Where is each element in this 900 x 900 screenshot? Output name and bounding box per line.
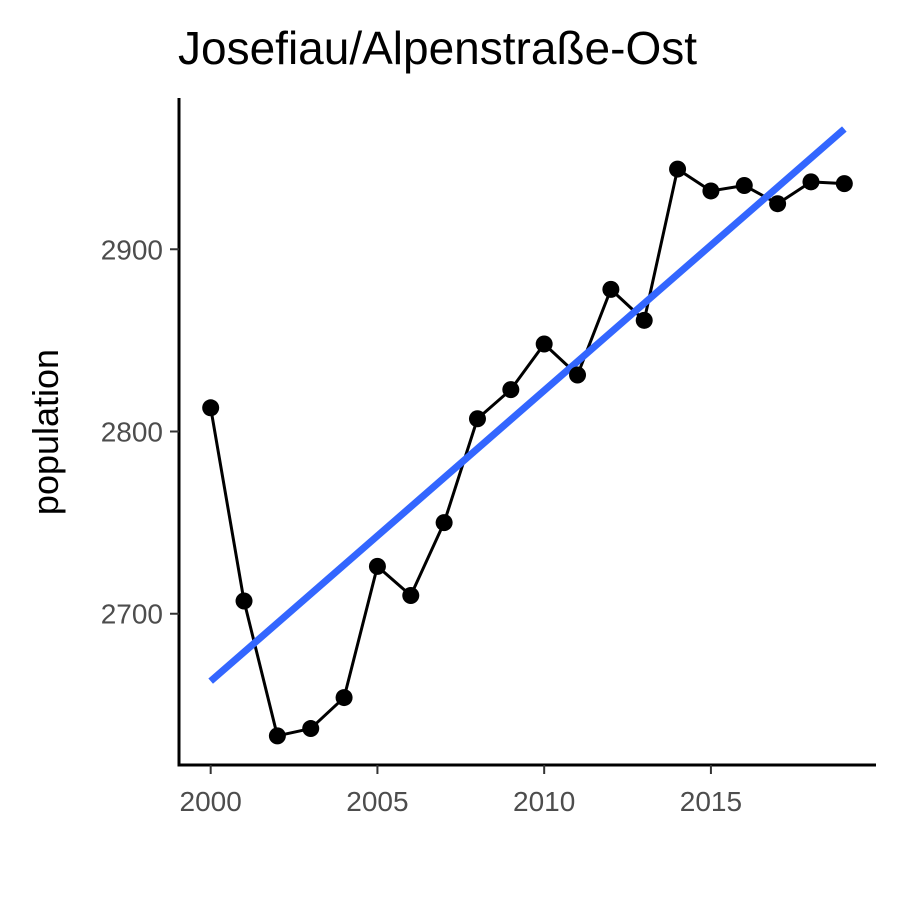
data-point	[569, 366, 587, 384]
data-point	[402, 587, 420, 605]
data-point	[635, 311, 653, 329]
data-point	[769, 195, 787, 213]
data-point	[735, 176, 753, 194]
x-tick-label: 2000	[180, 786, 242, 817]
data-point	[702, 182, 720, 200]
data-point	[335, 689, 353, 707]
series-layer	[209, 167, 845, 738]
trend-layer	[208, 126, 847, 684]
data-point	[202, 399, 220, 417]
y-axis-label: population	[25, 349, 66, 515]
data-point	[435, 514, 453, 532]
points-layer	[202, 160, 853, 745]
x-tick-label: 2010	[513, 786, 575, 817]
data-point	[669, 160, 687, 178]
data-point	[235, 592, 253, 610]
ticks: 2000 2005 2010 2015 2700 2800 2900	[101, 234, 742, 817]
data-point	[602, 280, 620, 298]
data-point	[535, 335, 553, 353]
data-point	[502, 381, 520, 399]
population-line	[209, 167, 845, 738]
y-tick-label: 2700	[101, 599, 163, 630]
data-point	[835, 175, 853, 193]
data-point	[302, 720, 320, 738]
x-tick-label: 2005	[346, 786, 408, 817]
data-point	[368, 557, 386, 575]
data-point	[268, 727, 286, 745]
trend-line	[208, 126, 847, 684]
data-point	[468, 410, 486, 428]
x-tick-label: 2015	[680, 786, 742, 817]
data-point	[802, 173, 820, 191]
y-tick-label: 2800	[101, 417, 163, 448]
chart-title: Josefiau/Alpenstraße-Ost	[178, 22, 697, 74]
y-tick-label: 2900	[101, 234, 163, 265]
